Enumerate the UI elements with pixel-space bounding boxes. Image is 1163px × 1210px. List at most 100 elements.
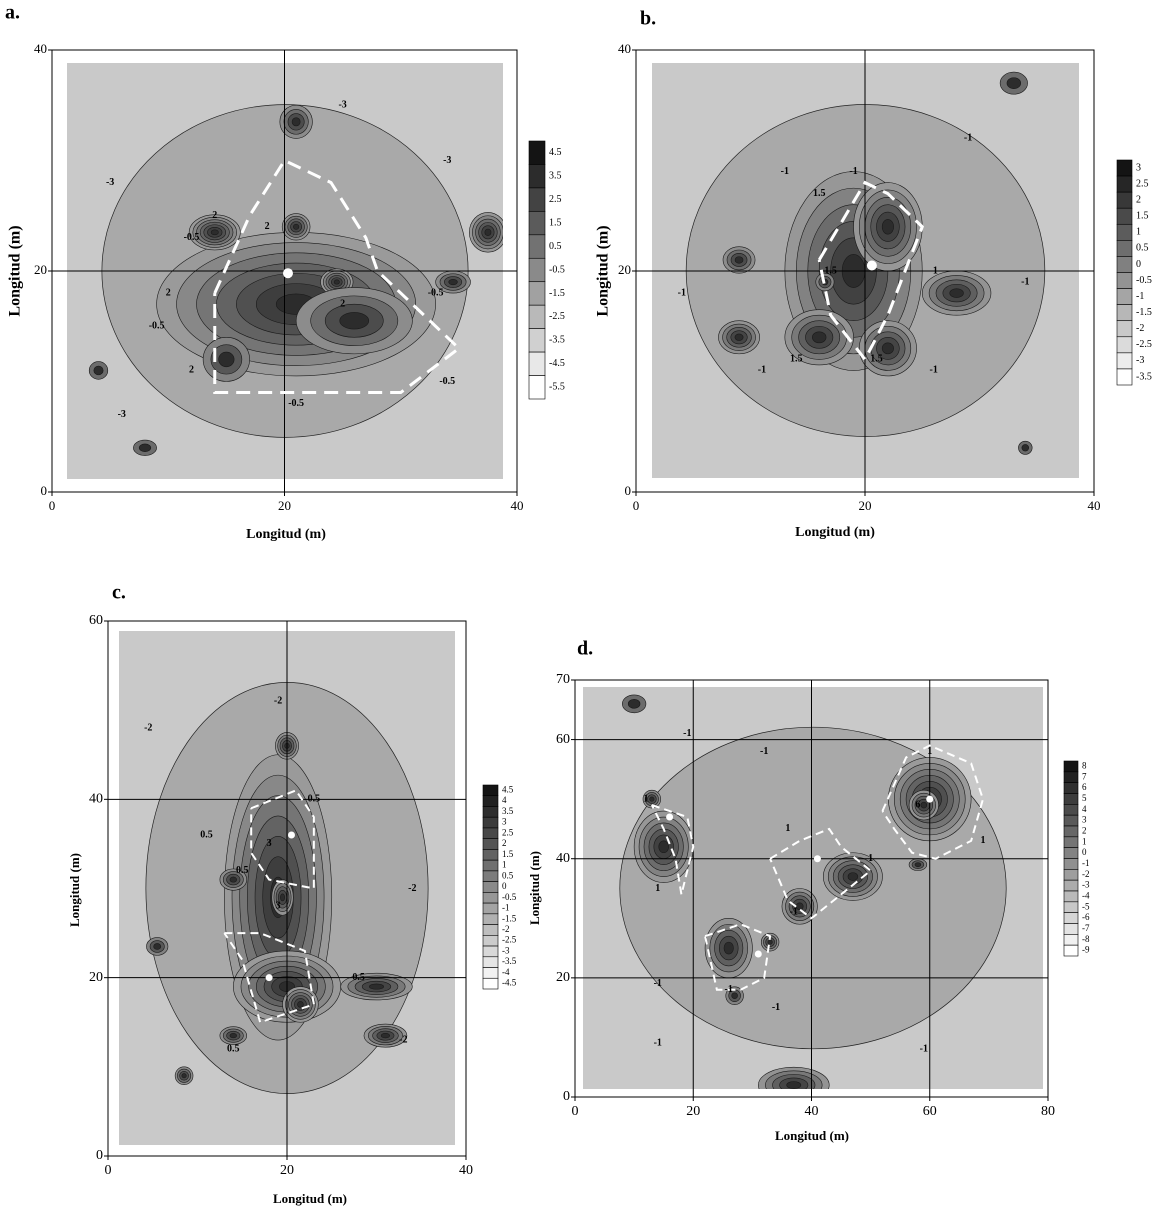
colorbar-label: -0.5 [549,264,565,275]
colorbar-swatch [482,827,499,839]
contour-label: 1 [868,853,873,864]
colorbar-swatch [1063,944,1079,957]
y-tick-label: 60 [556,732,570,747]
colorbar-swatch [1063,912,1079,924]
colorbar-swatch [482,935,499,947]
colorbar-label: -5 [1082,901,1090,911]
colorbar-label: -2 [1136,323,1144,334]
contour-ring [786,1081,802,1089]
colorbar-label: 2 [1136,194,1141,205]
contour-label: -1 [725,984,733,995]
contour-ring [339,312,370,330]
colorbar-swatch [528,304,546,329]
panel-label: c. [112,582,126,604]
colorbar-swatch [1063,836,1079,848]
colorbar-swatch [528,375,546,400]
colorbar-swatch [482,870,499,882]
contour-label: -1 [758,365,766,376]
colorbar-swatch [1063,760,1079,773]
boundary [881,744,985,860]
contour-label: -3 [118,409,126,420]
colorbar-label: -3 [502,945,510,955]
contour-ring [920,801,928,809]
center-dot [813,855,821,863]
colorbar-swatch [1116,256,1133,273]
contour-label: 2 [265,221,270,232]
y-tick-label: 40 [618,41,631,56]
colorbar-swatch [1116,207,1133,225]
contour-label: -0.5 [184,232,200,243]
contour-label: -2 [144,722,152,733]
colorbar-label: 0.5 [502,870,514,880]
colorbar-label: 1.5 [549,217,562,228]
contour-ring [1006,77,1022,89]
contour-label: -3 [106,177,114,188]
center-dot [282,268,293,279]
contour-ring [949,288,964,298]
boundary [213,158,462,395]
contour-label: 1 [655,883,660,894]
x-axis-label: Longitud (m) [775,1128,849,1143]
contour-label: -0.5 [288,398,304,409]
colorbar-label: 4 [1082,804,1087,814]
y-axis-label: Longitud (m) [595,225,612,316]
colorbar-label: -2.5 [549,311,565,322]
colorbar-swatch [1063,934,1079,946]
colorbar-swatch [1116,240,1133,257]
x-axis-label: Longitud (m) [795,525,875,540]
colorbar-swatch [1063,793,1079,805]
colorbar-label: 0.5 [549,241,562,252]
colorbar-swatch [482,956,499,968]
x-tick-label: 0 [572,1104,579,1119]
colorbar-label: -2 [502,924,510,934]
colorbar-swatch [1063,890,1079,903]
contour-ring [138,443,152,452]
colorbar-label: -9 [1082,945,1090,955]
contour-ring [153,943,162,950]
contour-ring [297,1001,304,1008]
boundary [223,932,315,1024]
contour-ring [731,992,738,1000]
colorbar-label: 0 [502,881,507,891]
colorbar-label: 4.5 [549,147,562,158]
colorbar-label: 1 [1136,227,1141,238]
colorbar-label: -1.5 [549,288,565,299]
colorbar-label: -4 [1082,890,1090,900]
contour-ring [93,365,104,376]
center-dot [265,974,273,982]
colorbar-swatch [528,234,546,259]
colorbar-label: -7 [1082,923,1090,933]
colorbar-label: 6 [1082,782,1087,792]
colorbar-swatch [482,913,499,925]
colorbar-label: -5.5 [549,382,565,393]
contour-label: 2 [166,287,171,298]
colorbar-swatch [1063,879,1079,892]
contour-label: -1 [760,746,768,757]
colorbar-label: -4.5 [502,978,517,988]
colorbar-label: 4.5 [502,784,514,794]
colorbar-swatch [528,328,546,353]
contour-label: -3 [338,100,346,111]
contour-ring [380,1033,391,1039]
colorbar-swatch [528,140,546,165]
colorbar-label: -3 [1082,880,1090,890]
contour-label: 2 [212,210,217,221]
colorbar-label: 3 [1082,815,1087,825]
contour-label: -1 [920,1044,928,1055]
contour-ring [658,840,669,854]
colorbar-label: 4 [502,795,507,805]
colorbar-label: 1.5 [1136,211,1149,222]
contour-label: -1 [964,133,972,144]
colorbar-swatch [1116,223,1133,241]
contour-label: 1.5 [790,354,803,365]
contour-label: -2 [399,1034,407,1045]
colorbar-label: -2 [1082,869,1090,879]
center-dot [926,795,934,803]
contour-label: -1 [654,978,662,989]
panel-label: d. [577,638,593,660]
colorbar-swatch [1063,804,1079,816]
contour-ring [484,228,492,236]
x-tick-label: 20 [686,1104,700,1119]
contour-ring [723,941,734,955]
y-tick-label: 0 [625,483,632,498]
